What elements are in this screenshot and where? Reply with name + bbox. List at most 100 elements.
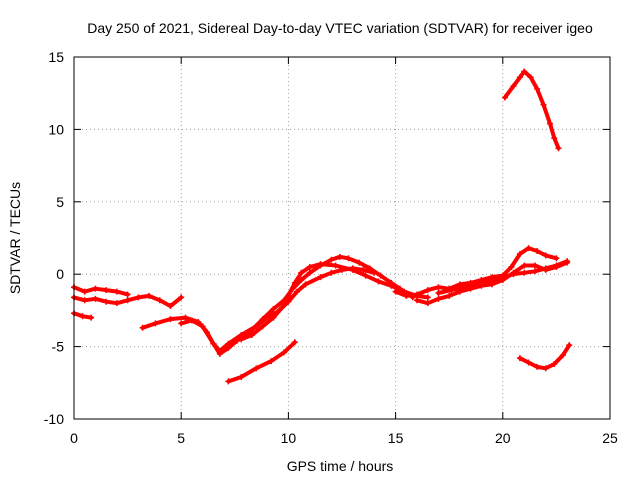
data-point — [332, 262, 339, 269]
data-point — [525, 245, 532, 252]
data-point — [103, 298, 110, 305]
data-point — [521, 68, 528, 75]
data-point — [531, 262, 538, 269]
data-point — [156, 297, 163, 304]
data-point — [302, 281, 309, 288]
data-point — [291, 339, 298, 346]
x-axis-label: GPS time / hours — [287, 458, 394, 474]
series-line — [239, 262, 430, 342]
data-point — [499, 274, 506, 281]
data-point — [534, 85, 541, 92]
data-point — [238, 374, 245, 381]
data-point — [542, 252, 549, 259]
data-point — [360, 266, 367, 273]
chart-title: Day 250 of 2021, Sidereal Day-to-day VTE… — [87, 20, 593, 36]
data-point — [92, 285, 99, 292]
data-point — [124, 297, 131, 304]
data-point — [553, 262, 560, 269]
data-point — [188, 317, 195, 324]
data-point — [178, 320, 185, 327]
data-point — [349, 266, 356, 273]
y-tick-label: 5 — [56, 194, 64, 210]
data-point — [103, 287, 110, 294]
data-point — [551, 360, 558, 367]
data-point — [474, 279, 481, 286]
data-point — [293, 288, 300, 295]
data-point — [516, 355, 523, 362]
series-track-12 — [516, 342, 573, 372]
data-point — [238, 336, 245, 343]
data-point — [216, 350, 223, 357]
series-track-6 — [238, 261, 431, 343]
data-point — [446, 292, 453, 299]
series-track-5 — [178, 253, 416, 357]
x-tick-label: 20 — [495, 430, 511, 446]
data-point — [521, 262, 528, 269]
data-point — [521, 269, 528, 276]
data-point — [534, 248, 541, 255]
series-track-1 — [71, 284, 131, 298]
series-track-10 — [435, 258, 571, 297]
data-point — [486, 278, 493, 285]
data-point — [516, 74, 523, 81]
data-point — [268, 358, 275, 365]
data-point — [501, 94, 508, 101]
x-tick-label: 15 — [388, 430, 404, 446]
y-tick-label: 0 — [56, 266, 64, 282]
data-point — [146, 292, 153, 299]
data-point — [328, 256, 335, 263]
series-line — [226, 340, 297, 384]
data-point — [534, 363, 541, 370]
data-point — [328, 269, 335, 276]
series-track-2 — [71, 292, 185, 310]
data-point — [124, 291, 131, 298]
data-point — [167, 303, 174, 310]
data-point — [424, 300, 431, 307]
data-point — [566, 342, 573, 349]
data-point — [81, 288, 88, 295]
data-point — [510, 271, 517, 278]
data-point — [414, 297, 421, 304]
data-point — [79, 313, 86, 320]
data-point — [88, 314, 95, 321]
series-line — [179, 254, 415, 356]
data-point — [527, 74, 534, 81]
series-line — [140, 266, 377, 353]
data-point — [531, 268, 538, 275]
data-point — [278, 304, 285, 311]
data-point — [375, 278, 382, 285]
x-tick-label: 0 — [70, 430, 78, 446]
data-point — [448, 287, 455, 294]
data-point — [81, 297, 88, 304]
series-track-7 — [225, 339, 298, 385]
series-track-4 — [139, 265, 378, 354]
data-point — [167, 316, 174, 323]
x-tick-label: 25 — [602, 430, 618, 446]
series-track-11 — [501, 68, 562, 152]
data-point — [259, 316, 266, 323]
data-point — [248, 332, 255, 339]
data-point — [424, 287, 431, 294]
grid-layer — [74, 57, 610, 419]
data-point — [553, 255, 560, 262]
data-point — [182, 314, 189, 321]
data-point — [362, 272, 369, 279]
data-point — [92, 295, 99, 302]
data-point — [270, 305, 277, 312]
data-point — [542, 365, 549, 372]
y-tick-label: 10 — [48, 121, 64, 137]
data-point — [317, 274, 324, 281]
data-point — [306, 269, 313, 276]
data-point — [317, 261, 324, 268]
data-point — [291, 279, 298, 286]
data-point — [113, 300, 120, 307]
data-point — [403, 292, 410, 299]
y-tick-label: -5 — [52, 339, 65, 355]
data-point — [135, 294, 142, 301]
data-point — [510, 82, 517, 89]
y-tick-label: -10 — [44, 411, 64, 427]
data-point — [540, 101, 547, 108]
data-point — [435, 295, 442, 302]
data-point — [424, 294, 431, 301]
series-track-3 — [71, 310, 95, 321]
